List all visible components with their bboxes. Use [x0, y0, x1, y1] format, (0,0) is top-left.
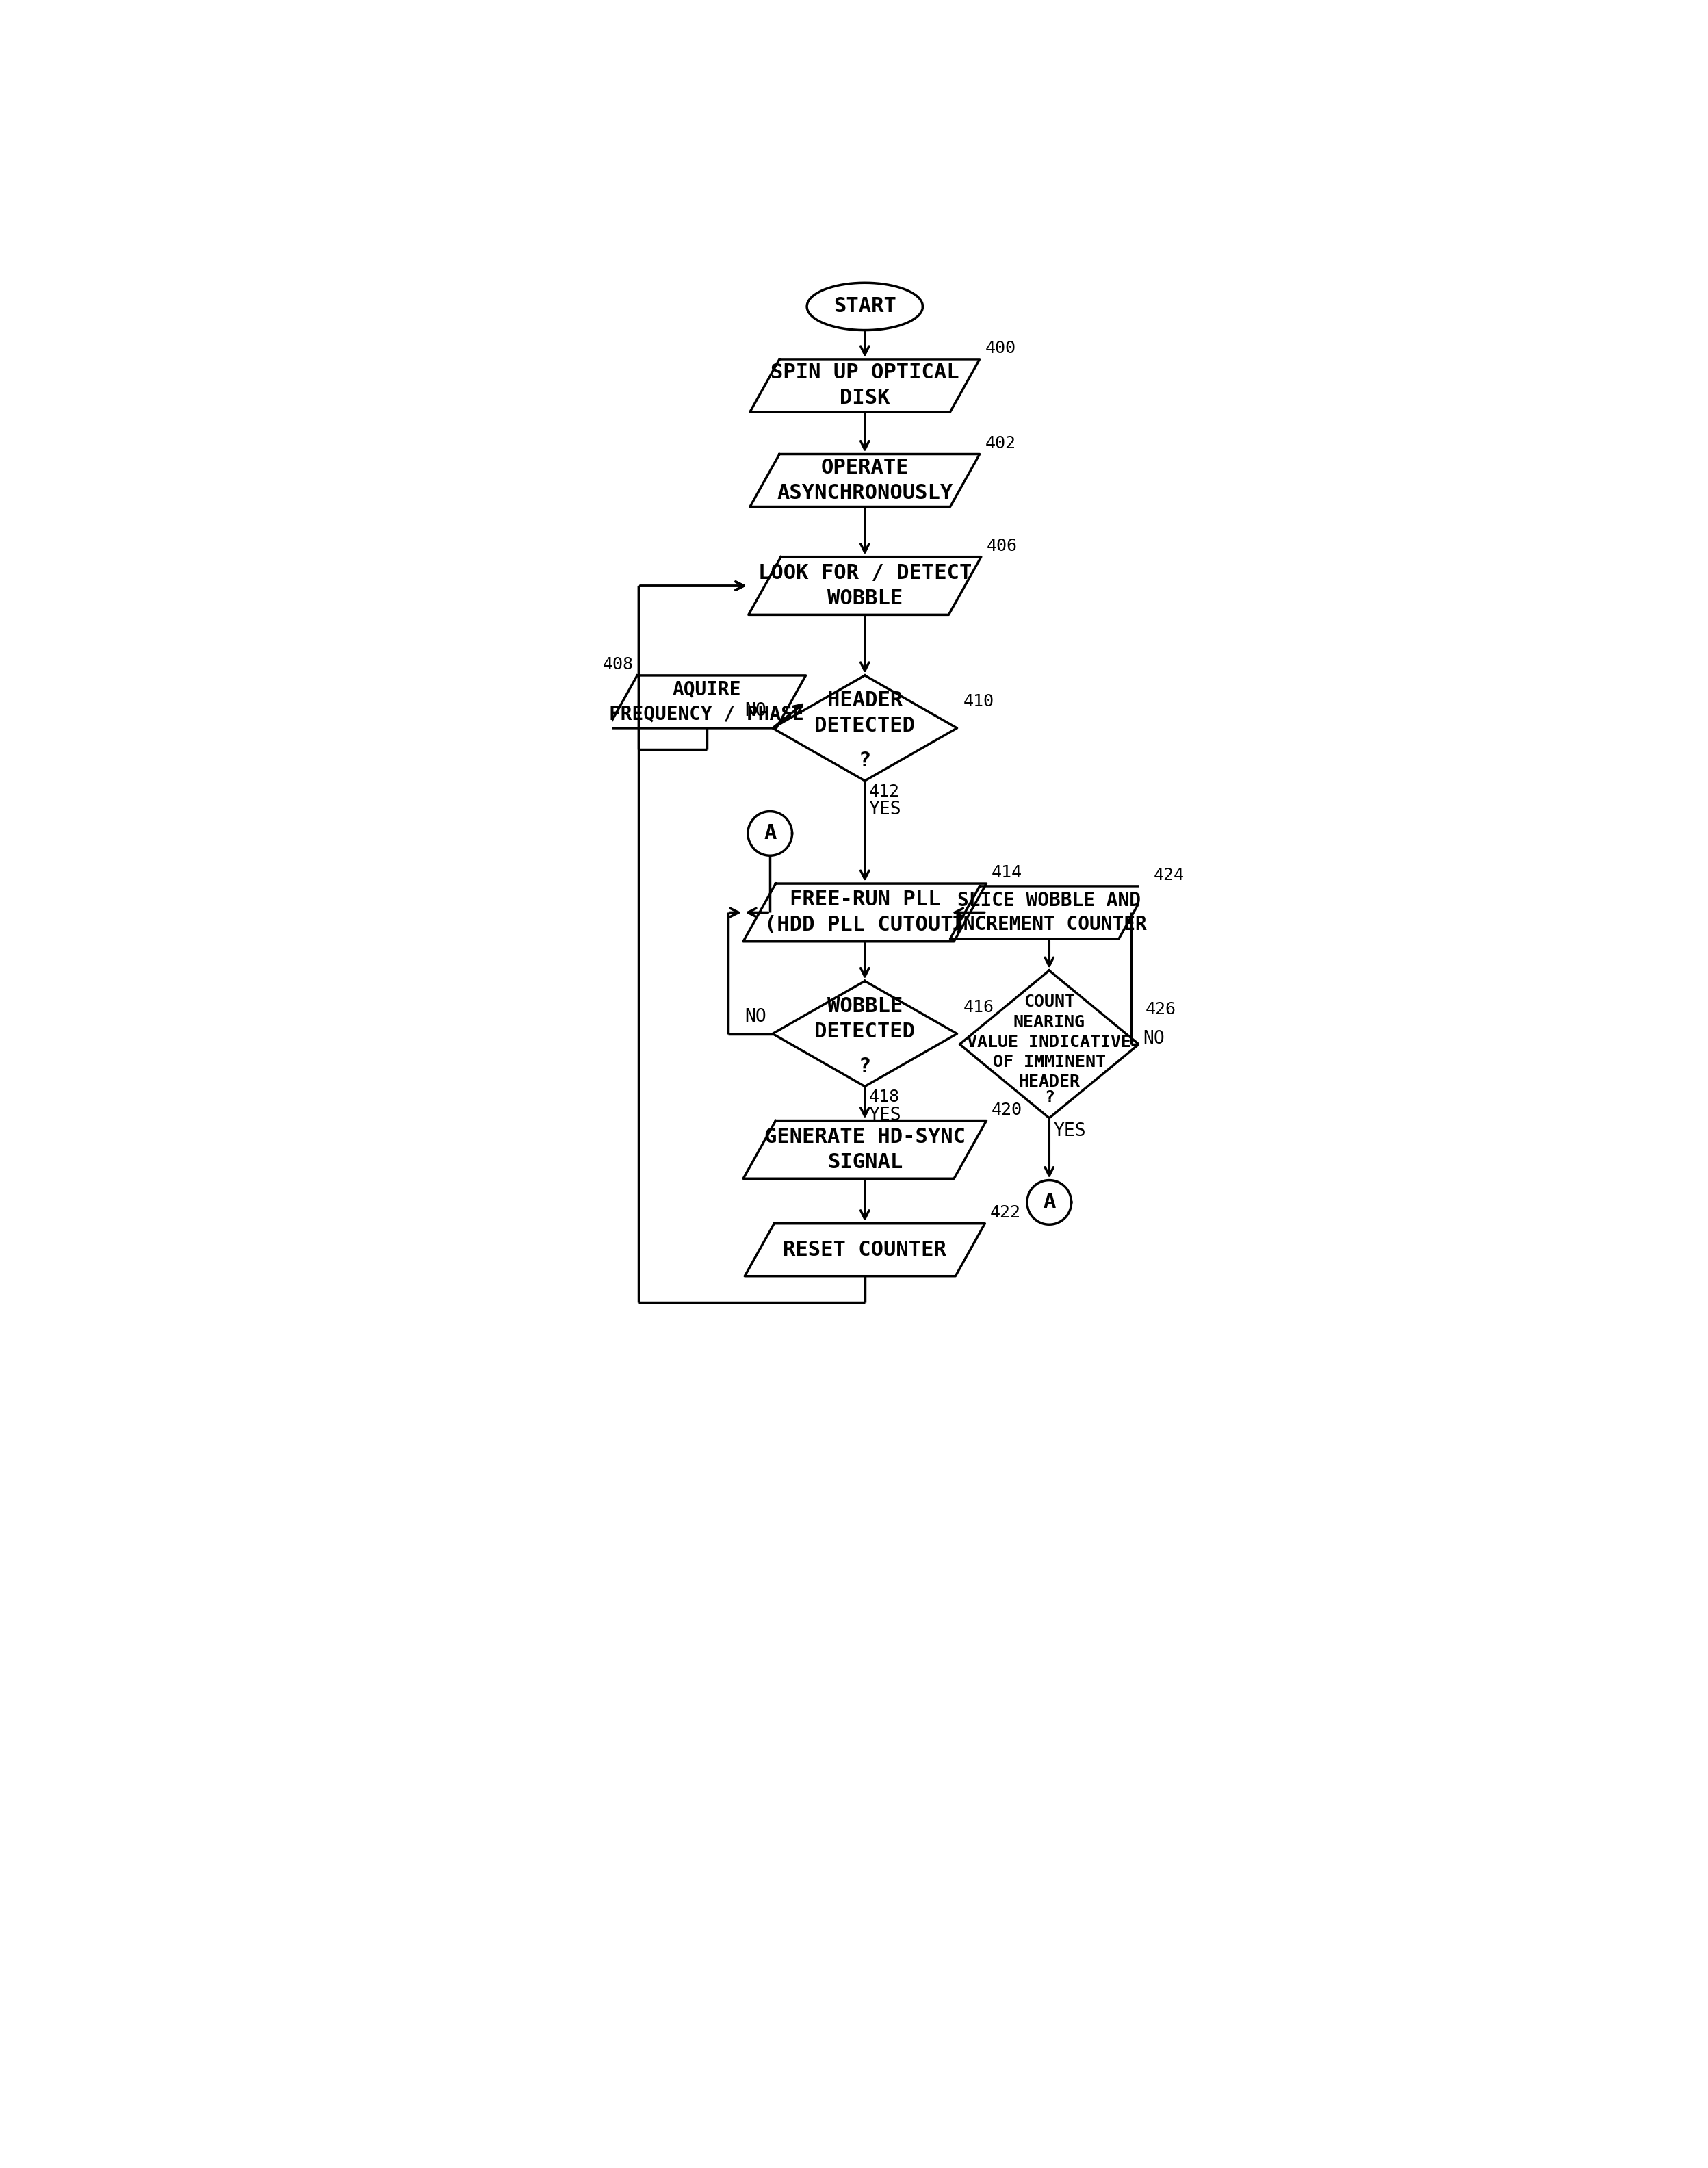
- Text: YES: YES: [1054, 1123, 1086, 1140]
- Text: COUNT: COUNT: [1023, 993, 1074, 1010]
- Text: START: START: [834, 297, 897, 317]
- Text: NEARING: NEARING: [1013, 1015, 1085, 1030]
- Text: 424: 424: [1153, 867, 1184, 885]
- Text: 400: 400: [986, 340, 1016, 356]
- Text: HEADER
DETECTED: HEADER DETECTED: [815, 692, 915, 735]
- Text: YES: YES: [869, 800, 902, 820]
- Text: 414: 414: [992, 865, 1023, 880]
- Text: 412: 412: [869, 783, 900, 800]
- Text: A: A: [763, 824, 775, 843]
- Text: VALUE INDICATIVE: VALUE INDICATIVE: [967, 1034, 1131, 1049]
- Text: NO: NO: [745, 1008, 767, 1025]
- Text: SPIN UP OPTICAL
DISK: SPIN UP OPTICAL DISK: [770, 362, 960, 408]
- Text: OF IMMINENT: OF IMMINENT: [992, 1054, 1105, 1071]
- Text: HEADER: HEADER: [1018, 1073, 1079, 1091]
- Text: SLICE WOBBLE AND
INCREMENT COUNTER: SLICE WOBBLE AND INCREMENT COUNTER: [951, 891, 1146, 934]
- Text: YES: YES: [869, 1106, 902, 1125]
- Text: A: A: [1044, 1192, 1056, 1212]
- Text: ?: ?: [859, 750, 871, 770]
- Text: OPERATE
ASYNCHRONOUSLY: OPERATE ASYNCHRONOUSLY: [777, 457, 953, 503]
- Text: RESET COUNTER: RESET COUNTER: [782, 1240, 946, 1260]
- Text: LOOK FOR / DETECT
WOBBLE: LOOK FOR / DETECT WOBBLE: [758, 564, 972, 609]
- Text: ?: ?: [859, 1056, 871, 1075]
- Text: 426: 426: [1144, 1002, 1175, 1019]
- Text: FREE-RUN PLL
(HDD PLL CUTOUT): FREE-RUN PLL (HDD PLL CUTOUT): [763, 889, 965, 934]
- Text: 416: 416: [963, 999, 994, 1015]
- Text: AQUIRE
FREQUENCY / PHASE: AQUIRE FREQUENCY / PHASE: [610, 681, 804, 724]
- Text: ?: ?: [1044, 1091, 1054, 1106]
- Text: 420: 420: [992, 1101, 1023, 1119]
- Text: 406: 406: [987, 538, 1018, 555]
- Text: NO: NO: [1143, 1030, 1165, 1047]
- Text: 418: 418: [869, 1088, 900, 1106]
- Text: GENERATE HD-SYNC
SIGNAL: GENERATE HD-SYNC SIGNAL: [763, 1127, 965, 1173]
- Text: 422: 422: [991, 1205, 1021, 1221]
- Text: 402: 402: [986, 436, 1016, 451]
- Text: NO: NO: [745, 702, 767, 720]
- Text: 408: 408: [603, 657, 634, 672]
- Text: WOBBLE
DETECTED: WOBBLE DETECTED: [815, 997, 915, 1041]
- Text: 410: 410: [963, 694, 994, 709]
